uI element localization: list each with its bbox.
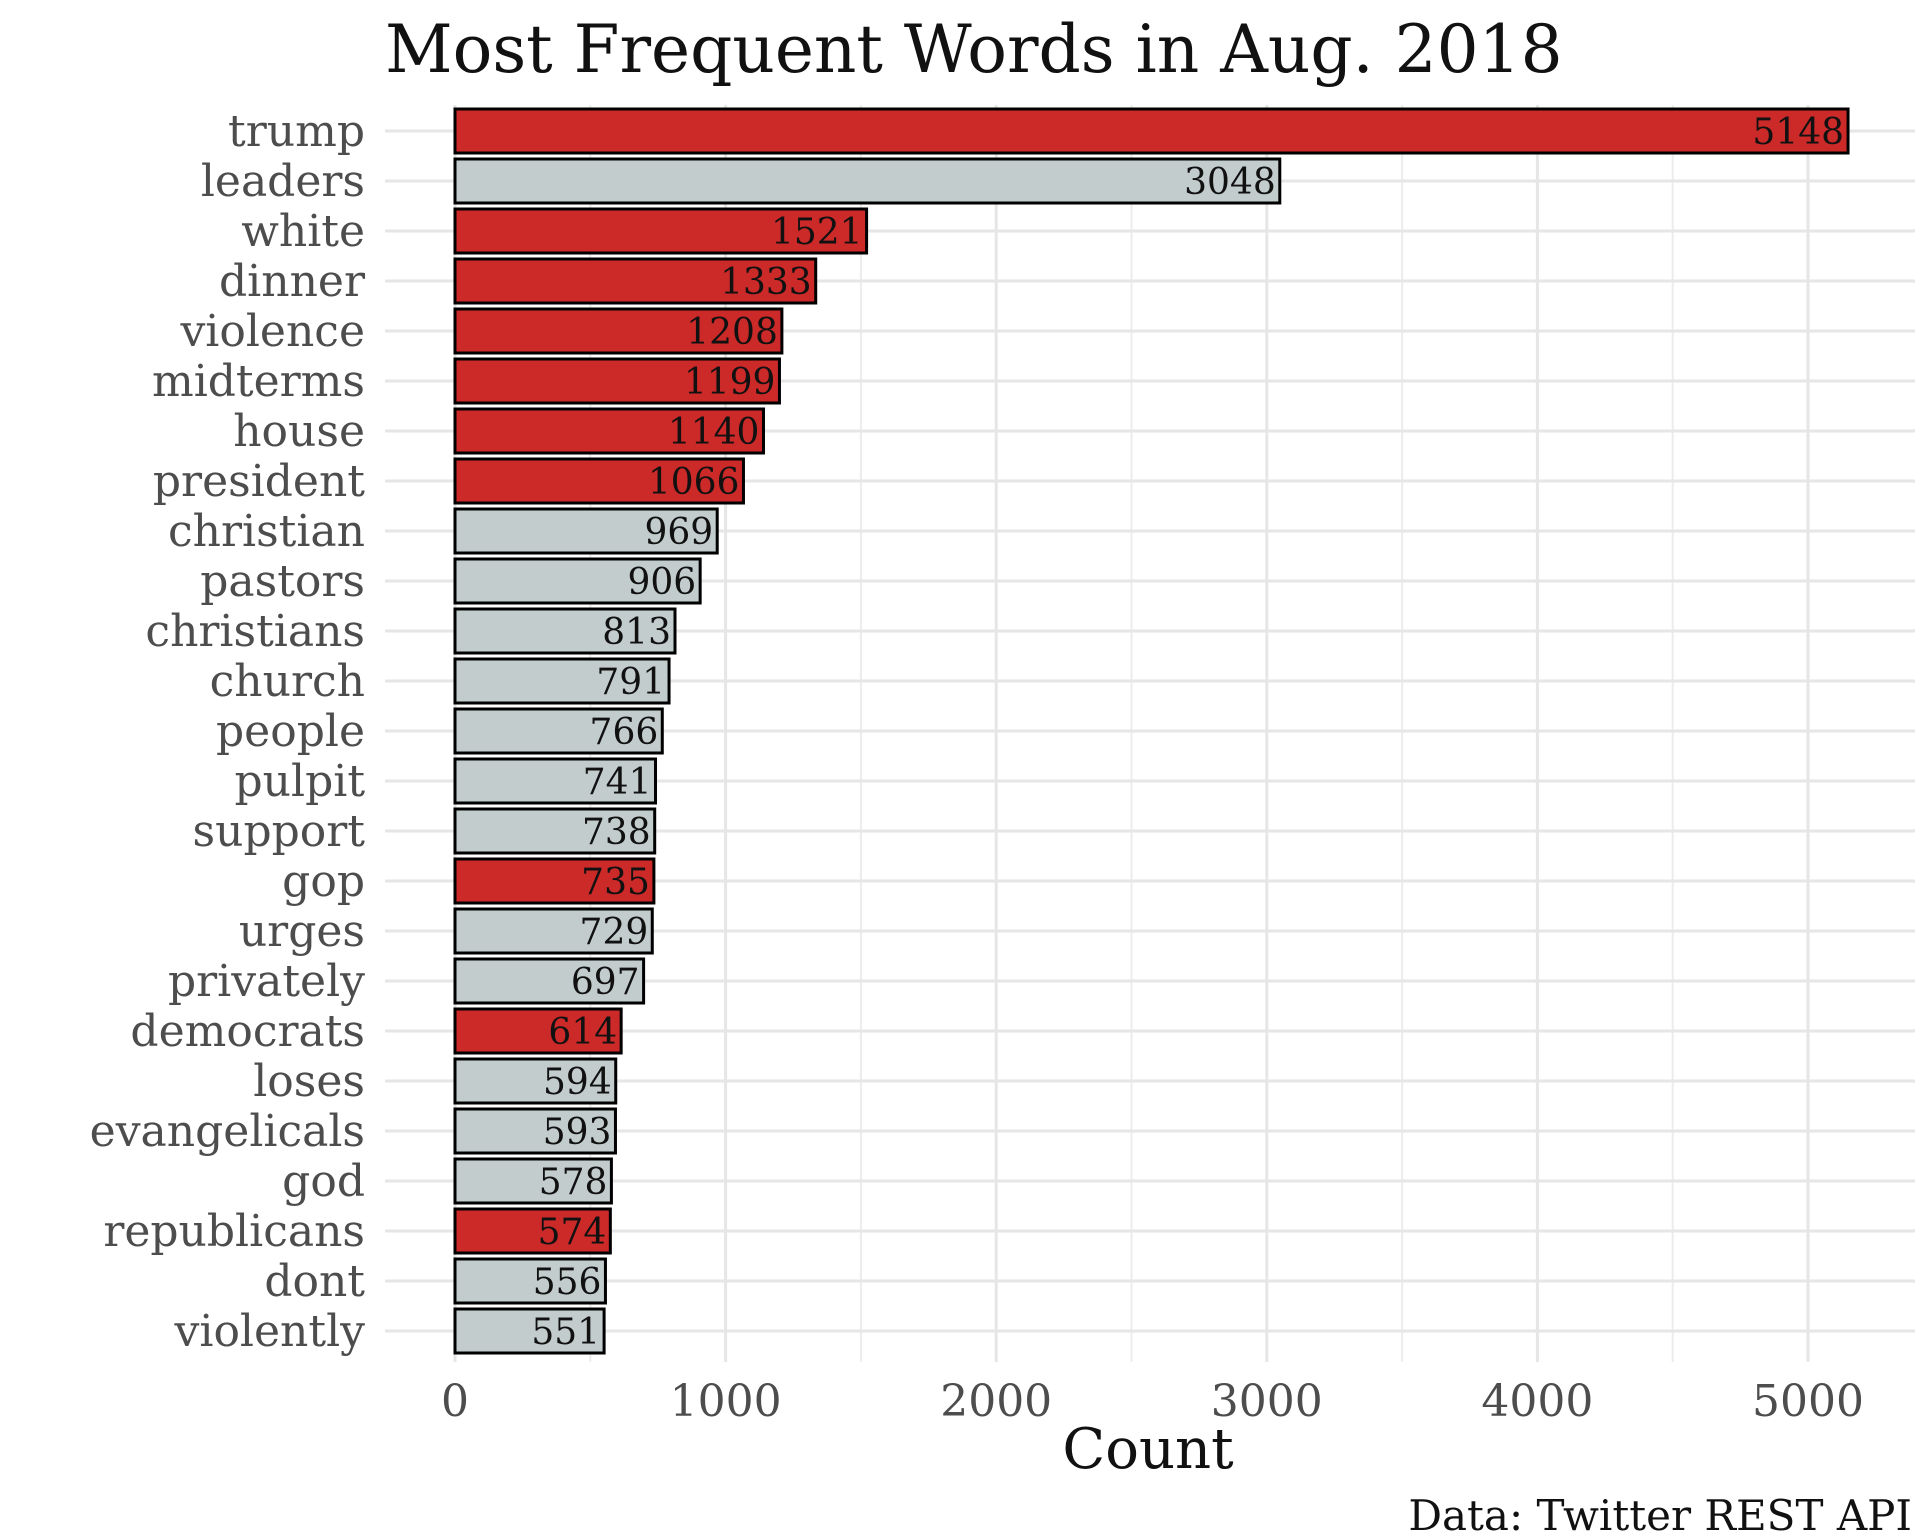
bar-loses <box>453 1057 618 1105</box>
x-tick-label: 1000 <box>670 1376 782 1427</box>
value-label-trump: 5148 <box>1752 112 1844 153</box>
value-label-midterms: 1199 <box>684 362 776 403</box>
category-label-dinner: dinner <box>219 256 366 307</box>
bar-christian <box>453 507 719 555</box>
bar-god <box>453 1157 613 1205</box>
value-label-pastors: 906 <box>627 562 696 603</box>
bar-house <box>453 407 765 455</box>
bar-white <box>453 207 869 255</box>
value-label-violently: 551 <box>531 1312 600 1353</box>
category-label-urges: urges <box>239 906 365 957</box>
value-label-pulpit: 741 <box>583 762 652 803</box>
chart-caption: Data: Twitter REST API <box>1408 1491 1912 1540</box>
category-label-privately: privately <box>168 956 365 1007</box>
bar-democrats <box>453 1007 623 1055</box>
category-label-loses: loses <box>253 1056 365 1107</box>
bar-christians <box>453 607 677 655</box>
x-tick-labels: 0 1000 2000 3000 4000 5000 <box>441 1376 1864 1427</box>
x-tick-label: 4000 <box>1481 1376 1593 1427</box>
value-label-violence: 1208 <box>686 312 778 353</box>
value-label-dont: 556 <box>533 1262 602 1303</box>
bar-privately <box>453 957 646 1005</box>
value-label-president: 1066 <box>648 462 740 503</box>
category-label-democrats: democrats <box>130 1006 365 1057</box>
bar-leaders <box>453 157 1282 205</box>
value-label-christian: 969 <box>644 512 713 553</box>
category-label-house: house <box>233 406 365 457</box>
value-label-gop: 735 <box>581 862 650 903</box>
bar-president <box>453 457 745 505</box>
x-axis-title: Count <box>1062 1417 1234 1482</box>
category-label-trump: trump <box>228 106 365 157</box>
x-tick-label: 0 <box>441 1376 469 1427</box>
category-label-support: support <box>193 806 366 857</box>
value-label-dinner: 1333 <box>720 262 812 303</box>
category-label-violently: violently <box>174 1306 366 1357</box>
category-label-people: people <box>216 706 365 757</box>
bar-evangelicals <box>453 1107 617 1155</box>
value-label-evangelicals: 593 <box>543 1112 612 1153</box>
category-label-pastors: pastors <box>200 556 365 607</box>
bar-people <box>453 707 664 755</box>
value-label-house: 1140 <box>668 412 760 453</box>
value-label-urges: 729 <box>580 912 649 953</box>
value-label-white: 1521 <box>771 212 863 253</box>
x-tick-label: 2000 <box>940 1376 1052 1427</box>
category-label-evangelicals: evangelicals <box>90 1106 365 1157</box>
value-label-god: 578 <box>539 1162 608 1203</box>
category-label-gop: gop <box>282 856 365 907</box>
x-tick-label: 5000 <box>1752 1376 1864 1427</box>
bar-violently <box>453 1307 606 1355</box>
category-label-church: church <box>210 656 365 707</box>
x-tick-label: 3000 <box>1211 1376 1323 1427</box>
chart-title: Most Frequent Words in Aug. 2018 <box>385 11 1563 88</box>
bar-dont <box>453 1257 607 1305</box>
category-label-republicans: republicans <box>103 1206 365 1257</box>
bar-church <box>453 657 671 705</box>
value-label-people: 766 <box>590 712 659 753</box>
bar-midterms <box>453 357 781 405</box>
bar-urges <box>453 907 654 955</box>
value-label-support: 738 <box>582 812 651 853</box>
value-label-loses: 594 <box>543 1062 612 1103</box>
category-labels: trumpleaderswhitedinnerviolencemidtermsh… <box>90 106 366 1357</box>
category-label-president: president <box>153 456 365 507</box>
category-label-white: white <box>241 206 365 257</box>
bar-pastors <box>453 557 702 605</box>
category-label-pulpit: pulpit <box>235 756 366 807</box>
category-label-christian: christian <box>168 506 365 557</box>
bar-dinner <box>453 257 818 305</box>
value-label-privately: 697 <box>571 962 640 1003</box>
bar-republicans <box>453 1207 612 1255</box>
category-label-christians: christians <box>145 606 365 657</box>
category-label-leaders: leaders <box>201 156 365 207</box>
value-label-leaders: 3048 <box>1184 162 1276 203</box>
bar-support <box>453 807 657 855</box>
category-label-violence: violence <box>179 306 365 357</box>
bar-trump <box>453 107 1850 155</box>
category-label-god: god <box>282 1156 365 1207</box>
value-label-democrats: 614 <box>548 1012 617 1053</box>
value-label-republicans: 574 <box>538 1212 607 1253</box>
category-label-dont: dont <box>264 1256 365 1307</box>
value-label-christians: 813 <box>602 612 671 653</box>
bar-violence <box>453 307 784 355</box>
bar-gop <box>453 857 656 905</box>
bar-layer: 5148 3048 1521 1333 1208 1199 1140 1066 969 906 81… <box>453 107 1850 1355</box>
bar-pulpit <box>453 757 658 805</box>
value-label-church: 791 <box>596 662 665 703</box>
category-label-midterms: midterms <box>152 356 365 407</box>
